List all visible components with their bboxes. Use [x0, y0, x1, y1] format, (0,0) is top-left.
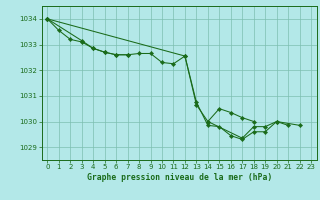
X-axis label: Graphe pression niveau de la mer (hPa): Graphe pression niveau de la mer (hPa) [87, 173, 272, 182]
